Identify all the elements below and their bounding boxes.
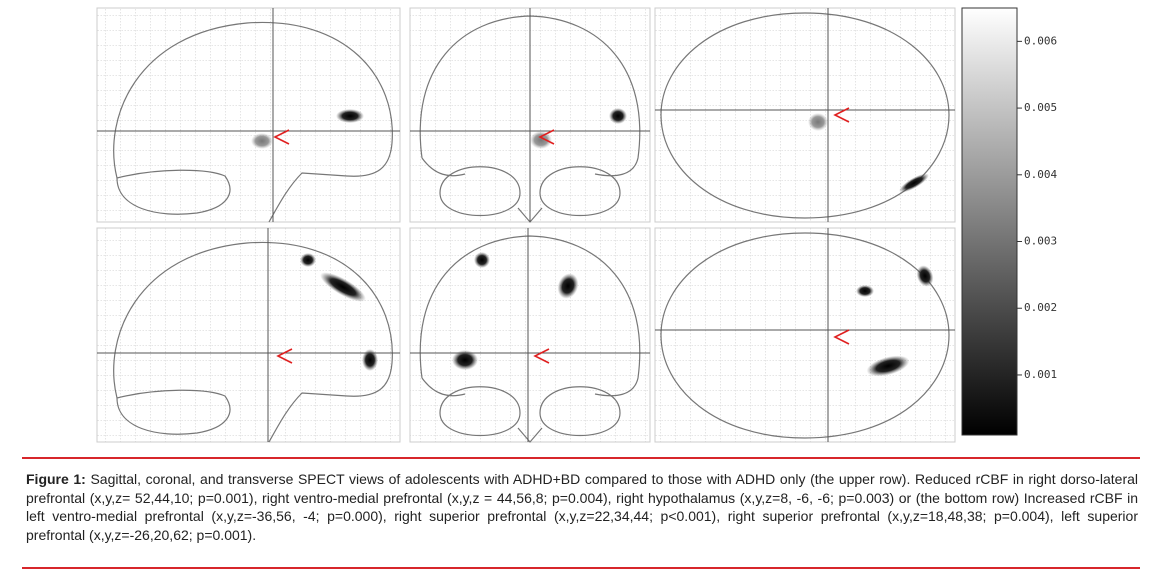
colorbar-tick-label: 0.001 [1024, 368, 1057, 381]
outline [113, 21, 393, 223]
outline [660, 232, 950, 439]
cursor-marker [273, 129, 290, 145]
activation-blob [300, 253, 316, 267]
colorbar-tick-label: 0.004 [1024, 168, 1057, 181]
activation-blob [362, 349, 378, 371]
panel-grid [409, 227, 651, 443]
panel-grid [96, 227, 401, 443]
activation-blob [557, 273, 579, 299]
outline [539, 166, 621, 217]
cursor-marker [833, 329, 850, 345]
brain-outline [660, 12, 950, 219]
activation-blob [856, 285, 874, 297]
colorbar-tick-label: 0.006 [1024, 34, 1057, 47]
caption-label: Figure 1: [26, 471, 86, 487]
rule [22, 567, 1140, 569]
brain-outline [113, 21, 393, 223]
activation-blob [251, 133, 273, 149]
outline [421, 377, 466, 397]
activation-blob [866, 355, 910, 377]
activation-blob [320, 272, 366, 302]
brain-outline [660, 232, 950, 439]
brain-outline [419, 235, 641, 443]
cursor-marker [276, 348, 293, 364]
caption: Figure 1: Sagittal, coronal, and transve… [26, 470, 1138, 544]
brain-outline [113, 241, 393, 443]
outline [116, 169, 231, 215]
activation-blob [808, 113, 828, 131]
panel-grid [654, 227, 956, 443]
colorbar-tick-label: 0.002 [1024, 301, 1057, 314]
figure: 0.006 0.005 0.004 0.003 0.002 0.001 [96, 7, 1057, 443]
outline [517, 427, 543, 443]
activation-blob [530, 131, 552, 149]
colorbar [961, 7, 1018, 436]
activation-blob [452, 350, 478, 370]
outline [421, 157, 466, 177]
outline [660, 12, 950, 219]
activation-blob [899, 173, 929, 193]
activation-blob [336, 109, 364, 123]
colorbar-tick-label: 0.005 [1024, 101, 1057, 114]
colorbar-tick-label: 0.003 [1024, 235, 1057, 248]
outline [439, 166, 521, 217]
cursor-marker [533, 348, 550, 364]
activation-blob [609, 108, 627, 124]
outline [439, 386, 521, 437]
cursor-marker [538, 129, 555, 145]
outline [419, 15, 641, 177]
brain-panels [96, 7, 956, 443]
cursor-marker [833, 107, 850, 123]
activation-blob [474, 252, 490, 268]
caption-text: Sagittal, coronal, and transverse SPECT … [26, 471, 1139, 543]
outline [419, 235, 641, 397]
outline [539, 386, 621, 437]
outline [116, 389, 231, 435]
brain-outline [419, 15, 641, 223]
outline [113, 241, 393, 443]
rule [22, 457, 1140, 459]
activation-blob [916, 265, 934, 287]
